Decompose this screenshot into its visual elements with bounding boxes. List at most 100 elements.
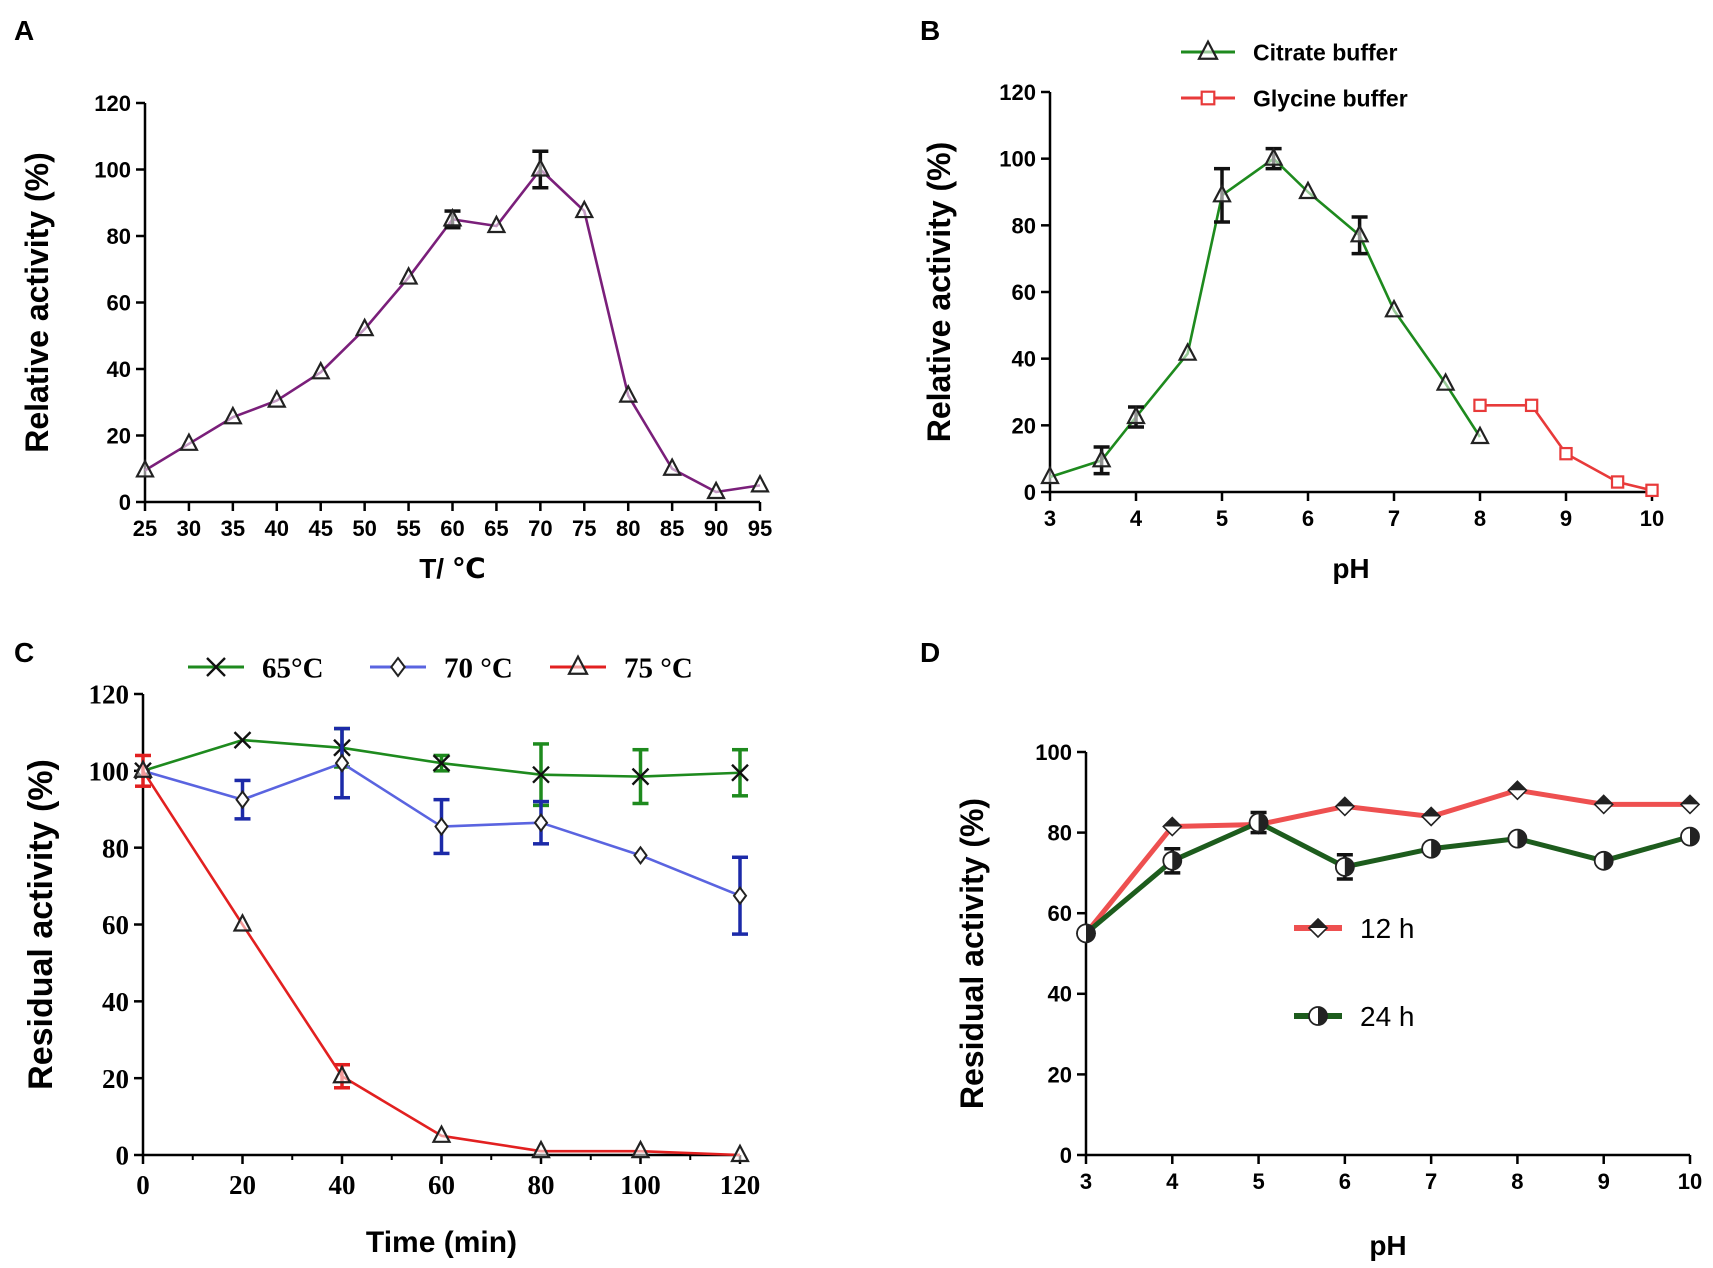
legend-label-2: 75 °C — [624, 652, 693, 684]
x-tick-label: 10 — [1640, 506, 1664, 531]
data-point-1-fill — [1690, 827, 1700, 846]
x-tick-label: 90 — [704, 516, 728, 541]
data-point-0 — [1298, 180, 1318, 200]
y-tick-label: 40 — [1012, 347, 1036, 372]
y-axis-label: Residual activity (%) — [954, 798, 990, 1109]
y-tick-label: 80 — [107, 224, 131, 249]
panel-label-b: B — [920, 15, 940, 46]
data-point-1 — [1162, 850, 1183, 871]
data-point-1-fill — [1258, 813, 1268, 832]
x-tick-label: 70 — [528, 516, 552, 541]
y-tick-label: 80 — [1012, 213, 1036, 238]
data-point-2 — [730, 1143, 750, 1163]
x-tick-label: 80 — [528, 1170, 555, 1200]
data-point-0 — [631, 767, 650, 786]
x-tick-label: 60 — [428, 1170, 455, 1200]
y-tick-label: 0 — [1060, 1143, 1072, 1168]
y-tick-label: 0 — [119, 490, 131, 515]
x-tick-label: 30 — [177, 516, 201, 541]
data-point-1 — [1421, 838, 1442, 859]
data-point-0 — [1212, 183, 1232, 203]
data-point-1 — [235, 789, 250, 810]
y-tick-label: 120 — [89, 680, 130, 710]
data-point-0 — [233, 731, 252, 749]
data-point-0 — [486, 214, 507, 234]
data-point-1 — [1680, 826, 1700, 847]
x-tick-label: 40 — [329, 1170, 356, 1200]
data-point-0 — [266, 389, 287, 408]
data-point-0 — [398, 266, 419, 285]
x-tick-label: 9 — [1598, 1169, 1610, 1194]
data-point-0 — [750, 473, 770, 493]
data-point-1-fill — [1086, 924, 1095, 943]
data-point-0 — [1162, 816, 1183, 837]
x-tick-label: 65 — [484, 516, 508, 541]
x-tick-label: 20 — [229, 1170, 256, 1200]
data-point-0 — [1507, 780, 1528, 801]
data-point-0 — [530, 157, 551, 177]
x-tick-label: 4 — [1130, 506, 1143, 531]
x-tick-label: 95 — [748, 516, 772, 541]
y-tick-label: 80 — [1048, 821, 1072, 846]
legend-label-0: 12 h — [1360, 913, 1415, 944]
data-point-0 — [1384, 298, 1404, 318]
legend-marker-1 — [390, 656, 406, 678]
y-tick-label: 60 — [1048, 901, 1072, 926]
data-point-2 — [232, 912, 253, 932]
x-tick-label: 35 — [221, 516, 245, 541]
x-tick-label: 7 — [1388, 506, 1400, 531]
y-axis-label: Relative activity (%) — [19, 152, 55, 453]
y-tick-label: 40 — [102, 987, 129, 1017]
legend-marker-1 — [1200, 90, 1216, 106]
legend-marker-0 — [1197, 39, 1219, 60]
data-point-1 — [334, 753, 350, 773]
data-point-1 — [1248, 812, 1269, 833]
x-axis-label: Time (min) — [366, 1226, 517, 1259]
y-tick-label: 20 — [1048, 1062, 1072, 1087]
y-axis-label: Residual activity (%) — [22, 759, 60, 1090]
data-point-0-fill — [1422, 807, 1441, 817]
y-tick-label: 20 — [102, 1064, 129, 1094]
series-line-0 — [1049, 157, 1482, 479]
data-point-1 — [533, 813, 549, 833]
data-point-0 — [135, 458, 155, 478]
y-tick-label: 40 — [107, 357, 131, 382]
data-point-2 — [531, 1139, 551, 1159]
panel-label-d: D — [920, 637, 940, 668]
data-point-0 — [354, 317, 375, 337]
legend-marker-0-stroke-b — [206, 657, 226, 677]
data-point-0 — [706, 480, 726, 500]
x-tick-label: 6 — [1302, 506, 1314, 531]
data-point-1-fill — [1603, 851, 1613, 870]
x-tick-label: 5 — [1252, 1169, 1264, 1194]
data-point-0 — [574, 199, 595, 219]
data-point-0 — [442, 207, 463, 227]
y-tick-label: 120 — [999, 80, 1036, 105]
x-tick-label: 4 — [1166, 1169, 1179, 1194]
legend-marker-0 — [206, 657, 226, 677]
y-tick-label: 100 — [94, 157, 131, 182]
legend-label-1: Glycine buffer — [1253, 85, 1408, 111]
data-point-1 — [434, 816, 449, 837]
x-axis-label: T/ ℃ — [419, 553, 486, 584]
x-tick-label: 0 — [136, 1170, 150, 1200]
legend-marker-0-fill — [1309, 919, 1327, 928]
x-axis-label: pH — [1332, 553, 1369, 584]
data-point-0 — [1177, 342, 1198, 361]
chart-panel-d: 0 20 40 60 80 100 3 4 5 6 7 8 9 10 pH Residual activity… — [954, 740, 1702, 1261]
data-point-0 — [1263, 147, 1284, 166]
legend-marker-1-fill — [1318, 1007, 1327, 1025]
legend-marker-0 — [1307, 917, 1329, 939]
x-tick-label: 120 — [720, 1170, 761, 1200]
data-point-0 — [1421, 806, 1442, 827]
y-tick-label: 60 — [107, 290, 131, 315]
y-tick-label: 100 — [89, 757, 130, 787]
y-tick-label: 100 — [999, 147, 1036, 172]
data-point-0-stroke-b — [432, 754, 451, 772]
y-tick-label: 20 — [1012, 413, 1036, 438]
data-point-1 — [732, 886, 748, 906]
data-point-0 — [1126, 405, 1146, 425]
x-tick-label: 8 — [1511, 1169, 1523, 1194]
data-point-0-fill — [1594, 795, 1613, 805]
data-point-0 — [432, 754, 451, 772]
